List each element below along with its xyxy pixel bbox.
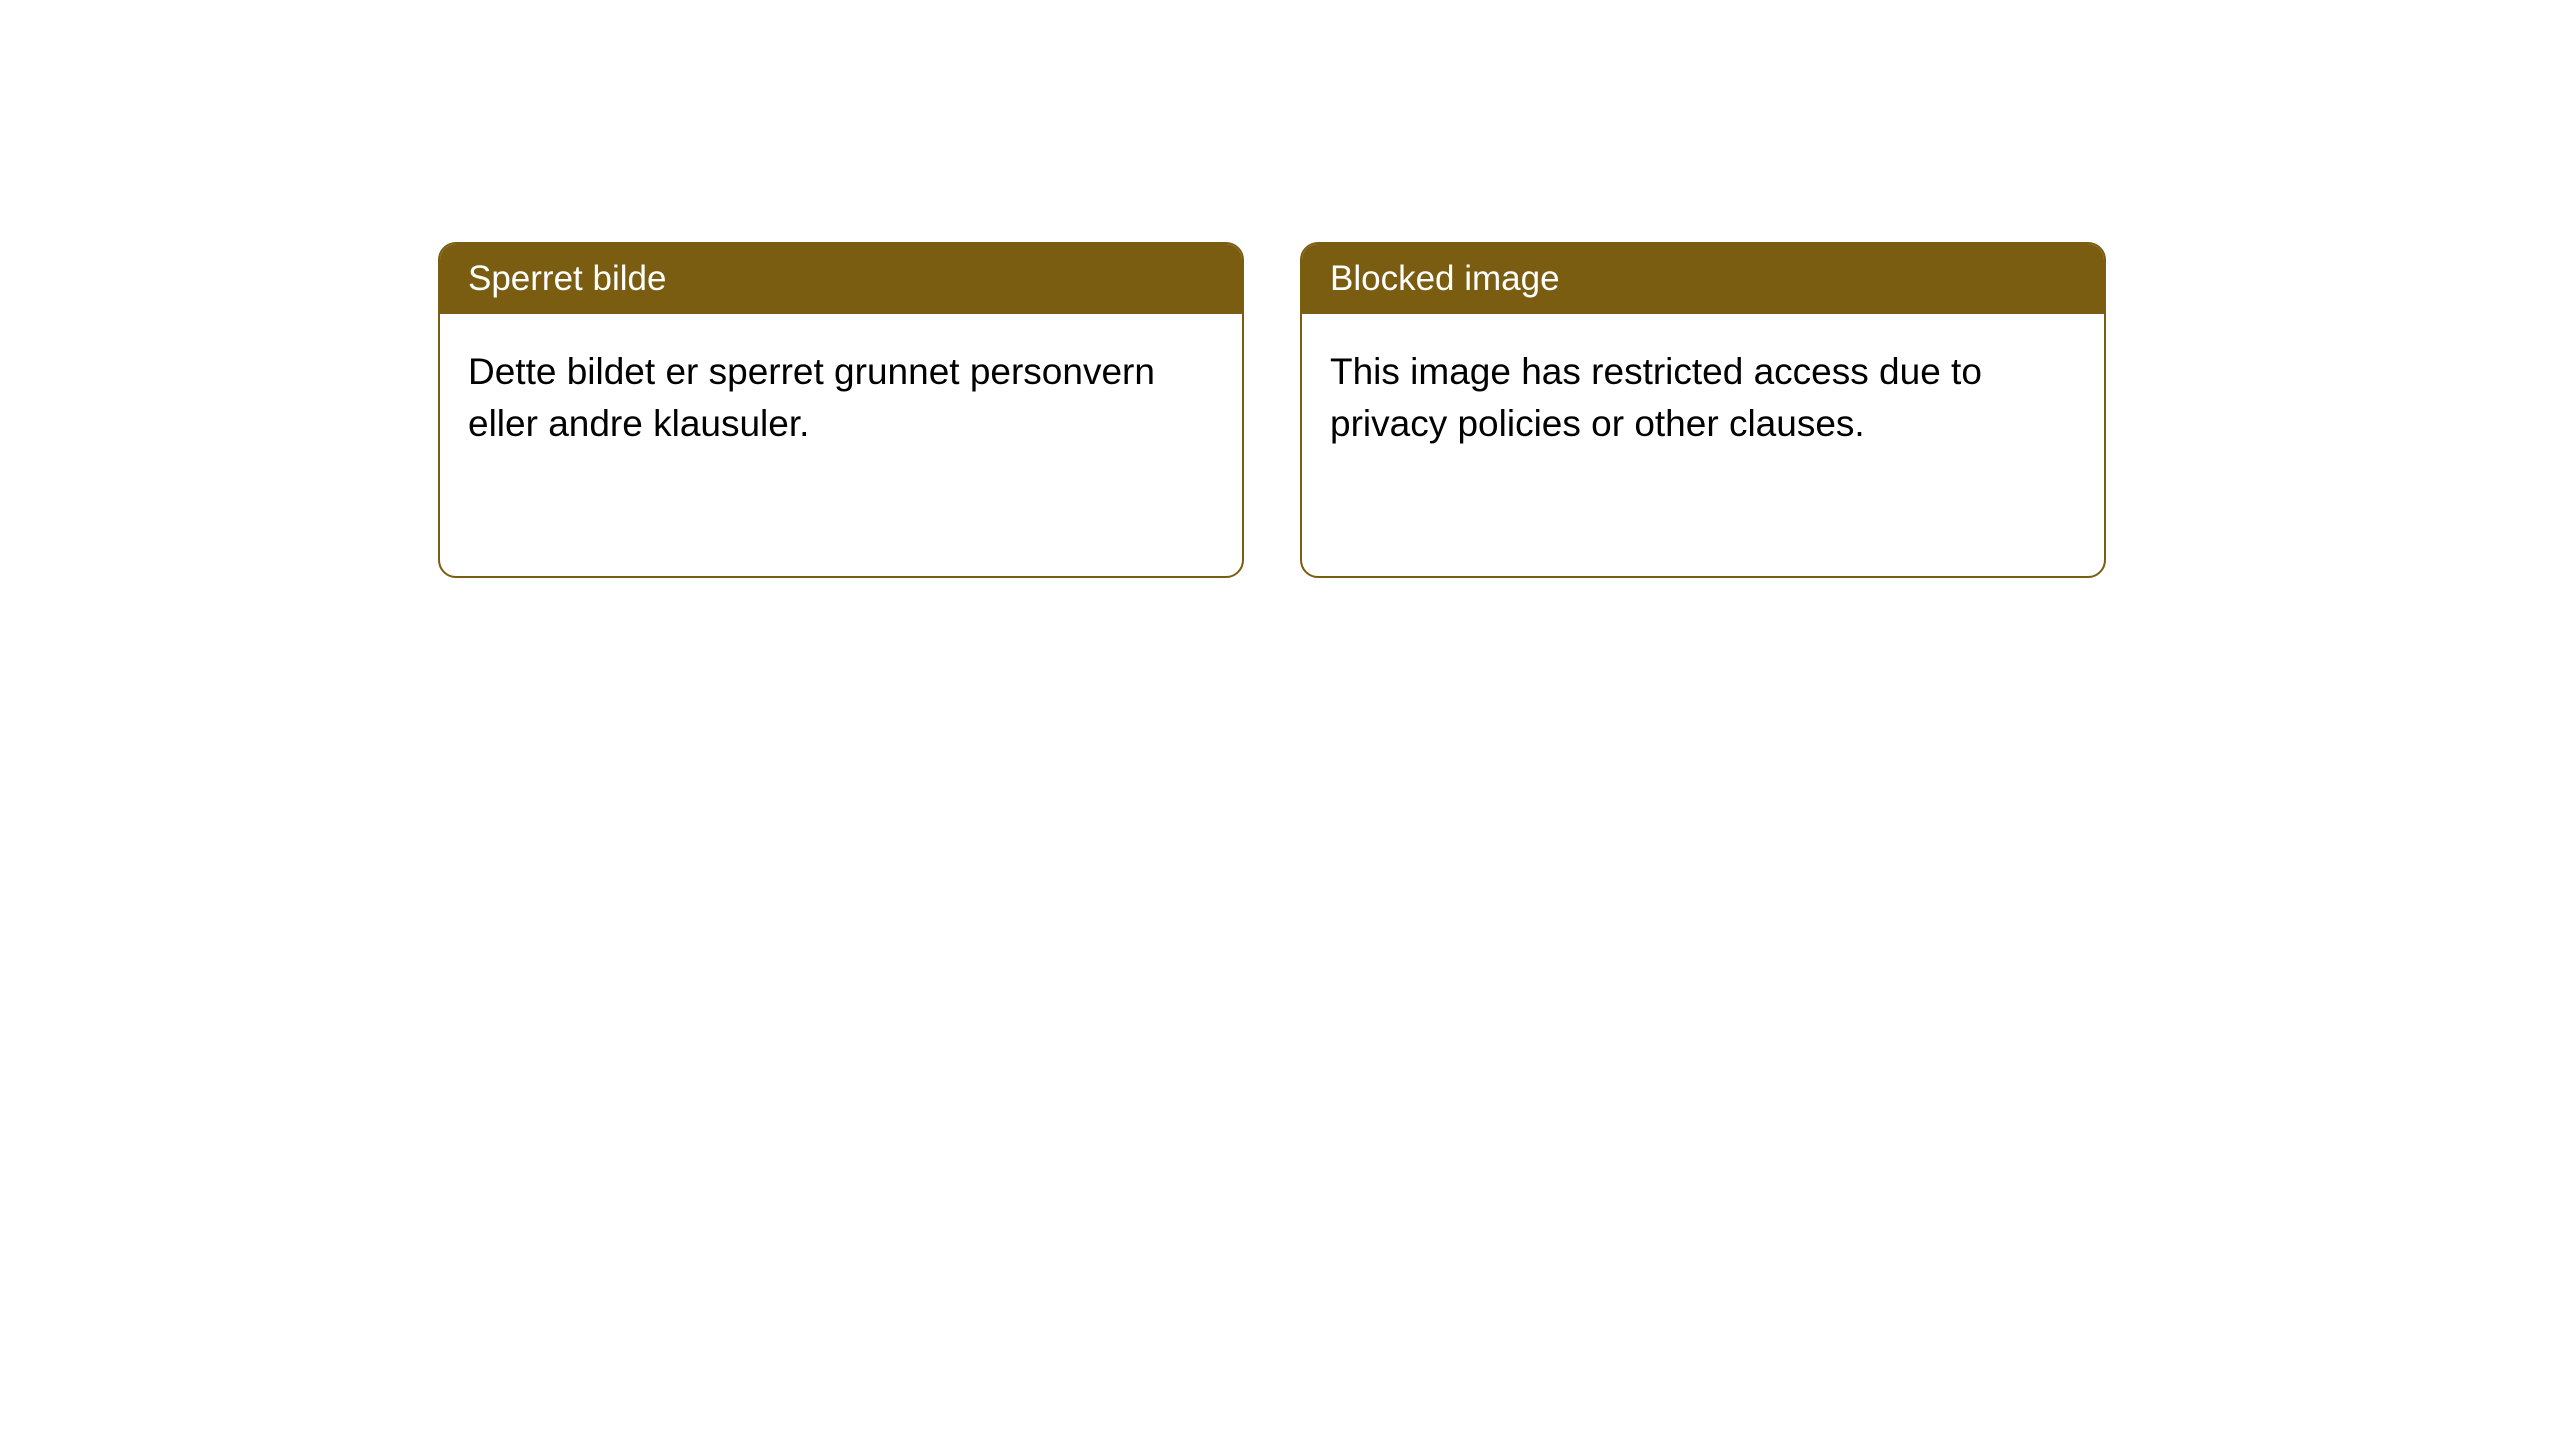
- notice-title-norwegian: Sperret bilde: [440, 244, 1242, 314]
- notice-card-english: Blocked image This image has restricted …: [1300, 242, 2106, 578]
- notice-title-english: Blocked image: [1302, 244, 2104, 314]
- notice-body-english: This image has restricted access due to …: [1302, 314, 2104, 482]
- notice-body-norwegian: Dette bildet er sperret grunnet personve…: [440, 314, 1242, 482]
- notice-container: Sperret bilde Dette bildet er sperret gr…: [0, 0, 2560, 578]
- notice-card-norwegian: Sperret bilde Dette bildet er sperret gr…: [438, 242, 1244, 578]
